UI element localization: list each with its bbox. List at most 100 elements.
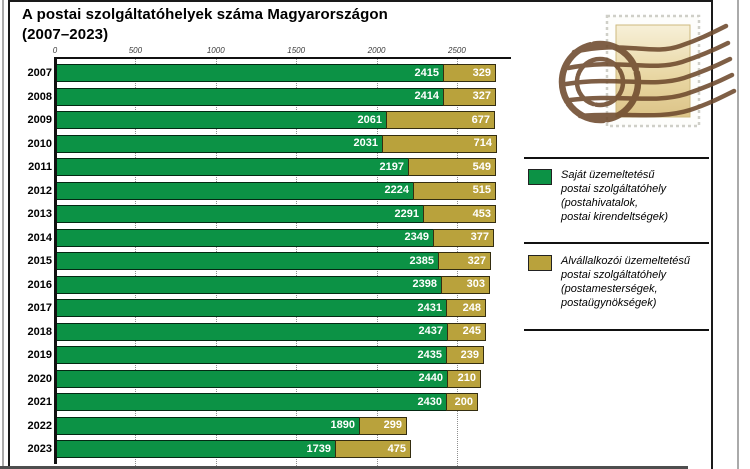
bar-2017-alvallalkozoi: 248 (446, 299, 486, 317)
x-tick-label-500: 500 (128, 46, 143, 55)
value-label-alvallalkozoi-2009: 677 (471, 113, 490, 126)
value-label-sajat-2023: 1739 (306, 442, 331, 455)
chart-title: A postai szolgáltatóhelyek száma Magyaro… (22, 5, 452, 45)
figure-border-top (8, 0, 713, 2)
value-label-alvallalkozoi-2023: 475 (387, 442, 406, 455)
value-label-alvallalkozoi-2012: 515 (472, 184, 491, 196)
bar-2020-sajat: 2440 (56, 369, 448, 388)
value-label-alvallalkozoi-2017: 248 (462, 301, 481, 314)
value-label-sajat-2020: 2440 (418, 372, 443, 384)
value-label-sajat-2014: 2349 (404, 231, 429, 243)
legend-swatch-green (528, 169, 552, 185)
legend-divider-top (524, 157, 709, 159)
legend-item-sajat: Saját üzemeltetésű postai szolgáltatóhel… (528, 168, 713, 224)
value-label-alvallalkozoi-2021: 200 (454, 395, 473, 408)
year-label-2022: 2022 (27, 419, 52, 432)
bar-2009-sajat: 2061 (56, 111, 387, 129)
value-label-sajat-2016: 2398 (412, 278, 437, 290)
bar-2010-sajat: 2031 (56, 134, 383, 153)
bar-2019-alvallalkozoi: 239 (446, 346, 484, 364)
bar-2016-sajat: 2398 (56, 275, 442, 294)
bar-2014-alvallalkozoi: 377 (433, 228, 494, 247)
bar-2013-alvallalkozoi: 453 (423, 205, 496, 223)
bar-2008-alvallalkozoi: 327 (443, 87, 496, 106)
value-label-sajat-2008: 2414 (414, 90, 439, 102)
value-label-alvallalkozoi-2022: 299 (383, 419, 402, 431)
bar-2019-sajat: 2435 (56, 346, 447, 364)
stamp-inner-panel (615, 24, 691, 118)
bar-2022-alvallalkozoi: 299 (359, 416, 407, 435)
bar-2007-sajat: 2415 (56, 64, 444, 82)
bar-2021-alvallalkozoi: 200 (446, 393, 478, 411)
x-tick-label-2000: 2000 (367, 46, 386, 55)
value-label-alvallalkozoi-2019: 239 (460, 348, 479, 361)
bar-2021-sajat: 2430 (56, 393, 447, 411)
value-label-alvallalkozoi-2008: 327 (472, 90, 491, 102)
bar-2017-sajat: 2431 (56, 299, 447, 317)
year-label-2018: 2018 (27, 325, 52, 338)
year-label-2010: 2010 (27, 137, 52, 150)
year-label-2009: 2009 (27, 114, 52, 126)
value-label-sajat-2011: 2197 (379, 160, 404, 173)
value-label-alvallalkozoi-2013: 453 (472, 207, 491, 220)
value-label-sajat-2021: 2430 (417, 395, 442, 408)
year-label-2021: 2021 (27, 396, 52, 408)
x-tick-label-1000: 1000 (206, 46, 225, 55)
year-label-2020: 2020 (27, 372, 52, 385)
chart-title-line1: A postai szolgáltatóhelyek száma Magyaro… (22, 6, 388, 23)
legend-swatch-gold (528, 255, 552, 271)
legend-divider-bottom (524, 329, 709, 331)
legend-divider-middle (524, 242, 709, 244)
bar-2011-sajat: 2197 (56, 158, 409, 176)
legend-label-alvallalkozoi: Alvállalkozói üzemeltetésű postai szolgá… (561, 255, 691, 309)
bar-2018-alvallalkozoi: 245 (447, 322, 486, 341)
value-label-alvallalkozoi-2014: 377 (470, 231, 489, 243)
chart-title-line2: (2007–2023) (22, 26, 109, 43)
value-label-alvallalkozoi-2007: 329 (472, 66, 491, 79)
bar-2022-sajat: 1890 (56, 416, 360, 435)
year-label-2007: 2007 (27, 67, 52, 79)
bar-2011-alvallalkozoi: 549 (408, 158, 496, 176)
bar-2012-alvallalkozoi: 515 (413, 181, 496, 200)
year-label-2016: 2016 (27, 278, 52, 291)
year-label-2019: 2019 (27, 349, 52, 361)
postmark-icon (558, 23, 737, 124)
value-label-sajat-2017: 2431 (417, 301, 442, 314)
bar-2023-sajat: 1739 (56, 440, 336, 458)
x-tick-label-2500: 2500 (448, 46, 466, 55)
bar-2013-sajat: 2291 (56, 205, 424, 223)
bar-2015-sajat: 2385 (56, 252, 439, 270)
cropped-bottom-band (0, 466, 688, 469)
bar-2008-sajat: 2414 (56, 87, 444, 106)
value-label-sajat-2015: 2385 (409, 254, 434, 267)
postage-stamp-image (558, 14, 737, 128)
value-label-alvallalkozoi-2020: 210 (457, 372, 476, 384)
x-tick-label-1500: 1500 (287, 46, 306, 55)
value-label-sajat-2009: 2061 (357, 113, 382, 126)
bar-2016-alvallalkozoi: 303 (441, 275, 490, 294)
value-label-sajat-2010: 2031 (353, 137, 378, 149)
bar-2010-alvallalkozoi: 714 (382, 134, 497, 153)
value-label-alvallalkozoi-2018: 245 (462, 325, 481, 337)
bar-2023-alvallalkozoi: 475 (335, 440, 411, 458)
bar-2018-sajat: 2437 (56, 322, 448, 341)
y-axis-line (54, 57, 57, 464)
value-label-sajat-2007: 2415 (414, 66, 439, 79)
value-label-alvallalkozoi-2016: 303 (466, 278, 485, 290)
bar-2014-sajat: 2349 (56, 228, 434, 247)
year-label-2008: 2008 (27, 90, 52, 103)
bar-2009-alvallalkozoi: 677 (386, 111, 495, 129)
legend-item-alvallalkozoi: Alvállalkozói üzemeltetésű postai szolgá… (528, 254, 713, 310)
figure-border-right (711, 0, 713, 469)
bar-2020-alvallalkozoi: 210 (447, 369, 481, 388)
x-axis-line (54, 57, 511, 59)
value-label-sajat-2019: 2435 (417, 348, 442, 361)
value-label-alvallalkozoi-2010: 714 (473, 137, 492, 149)
bar-2012-sajat: 2224 (56, 181, 414, 200)
value-label-sajat-2018: 2437 (418, 325, 443, 337)
value-label-sajat-2012: 2224 (384, 184, 409, 196)
x-tick-label-0: 0 (52, 46, 58, 55)
value-label-sajat-2013: 2291 (394, 207, 419, 220)
figure-border-left (8, 0, 10, 469)
